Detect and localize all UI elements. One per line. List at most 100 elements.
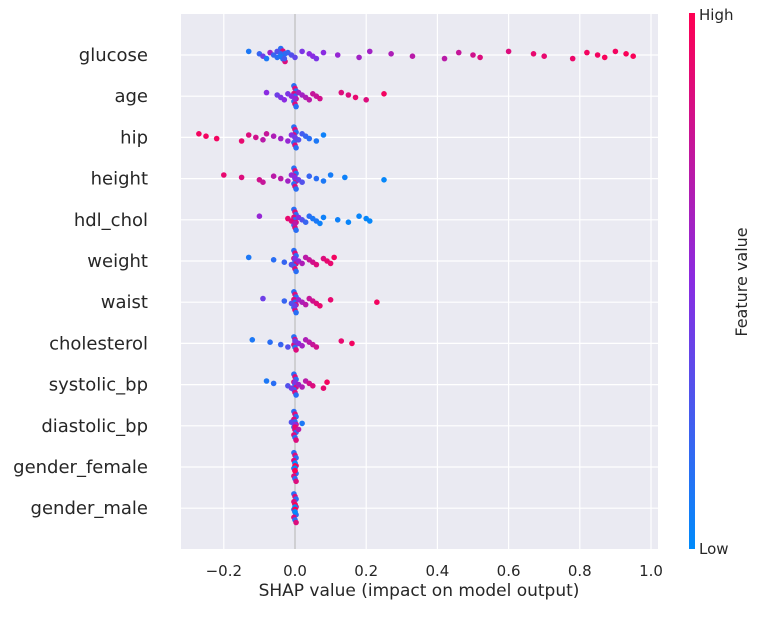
shap-point xyxy=(530,51,537,57)
shap-point xyxy=(612,48,619,55)
shap-point xyxy=(299,420,305,427)
shap-point xyxy=(293,186,299,192)
shap-point xyxy=(310,383,316,389)
shap-point xyxy=(541,53,547,59)
feature-label: gender_male xyxy=(31,498,148,519)
shap-point xyxy=(293,145,299,151)
shap-point xyxy=(313,175,320,182)
shap-point xyxy=(295,426,302,433)
shap-point xyxy=(356,54,362,61)
shap-point xyxy=(441,55,448,62)
shap-point xyxy=(203,133,209,139)
feature-label: weight xyxy=(87,251,148,272)
shap-point xyxy=(327,172,334,178)
feature-label: hdl_chol xyxy=(74,210,148,231)
shap-point xyxy=(324,379,330,386)
x-axis-title: SHAP value (impact on model output) xyxy=(259,581,580,601)
shap-point xyxy=(285,344,291,350)
shap-point xyxy=(292,509,298,515)
shap-point xyxy=(292,220,298,227)
shap-point xyxy=(245,254,252,261)
shap-point xyxy=(320,49,327,56)
feature-label: age xyxy=(114,86,148,107)
colorbar-gradient xyxy=(689,13,695,549)
shap-point xyxy=(306,97,313,103)
shap-point xyxy=(366,48,373,55)
shap-point xyxy=(260,179,266,185)
shap-point xyxy=(270,133,277,139)
shap-point xyxy=(409,53,416,59)
shap-point xyxy=(338,89,345,96)
shap-point xyxy=(293,268,299,275)
feature-label: height xyxy=(91,169,148,190)
shap-point xyxy=(292,303,298,309)
shap-point xyxy=(270,257,277,263)
shap-point xyxy=(281,298,288,304)
shap-point xyxy=(334,217,341,223)
shap-point xyxy=(238,174,245,181)
shap-point xyxy=(313,261,320,268)
shap-point xyxy=(455,49,462,56)
shap-point xyxy=(293,103,299,110)
shap-point xyxy=(381,91,387,97)
shap-point xyxy=(349,340,355,347)
shap-point xyxy=(277,341,284,348)
shap-point xyxy=(313,344,320,350)
shap-point xyxy=(293,309,299,316)
shap-point xyxy=(295,137,302,143)
shap-point xyxy=(317,220,323,227)
shap-point xyxy=(477,54,483,61)
shap-point xyxy=(299,179,305,185)
shap-point xyxy=(313,55,320,62)
shap-point xyxy=(238,138,245,144)
shap-point xyxy=(320,178,327,184)
shap-point xyxy=(292,467,298,474)
shap-point xyxy=(342,174,348,181)
feature-label: systolic_bp xyxy=(49,375,148,396)
shap-point xyxy=(281,55,288,62)
colorbar: High Low Feature value xyxy=(689,6,751,558)
shap-point xyxy=(334,52,341,58)
shap-point xyxy=(630,53,636,59)
shap-point xyxy=(293,227,299,233)
shap-point xyxy=(263,378,270,384)
shap-point xyxy=(299,260,305,267)
shap-point xyxy=(320,385,327,392)
shap-point xyxy=(366,218,373,224)
x-axis-ticks: −0.2 0.0 0.2 0.4 0.6 0.8 1.0 xyxy=(206,562,663,580)
shap-point xyxy=(245,48,252,55)
shap-point xyxy=(281,97,288,103)
shap-point xyxy=(320,132,327,138)
shap-point xyxy=(293,478,299,485)
shap-point xyxy=(594,52,601,58)
shap-point xyxy=(317,303,323,309)
shap-point xyxy=(356,213,362,219)
shap-point xyxy=(293,519,299,526)
shap-point xyxy=(221,172,227,178)
shap-point xyxy=(256,213,263,219)
feature-label: diastolic_bp xyxy=(41,416,148,437)
shap-point xyxy=(263,89,270,96)
shap-point xyxy=(260,295,266,302)
shap-point xyxy=(270,173,277,179)
shap-point xyxy=(569,55,576,62)
plot-area xyxy=(181,14,658,549)
shap-point xyxy=(299,48,305,55)
shap-point xyxy=(302,219,309,225)
shap-point xyxy=(263,55,270,62)
shap-point xyxy=(623,51,629,57)
shap-point xyxy=(260,137,266,143)
shap-point xyxy=(470,52,476,58)
shap-point xyxy=(213,135,220,142)
colorbar-title: Feature value xyxy=(732,227,751,336)
shap-point xyxy=(288,261,295,268)
shap-point xyxy=(320,214,327,221)
x-tick-label: 0.8 xyxy=(568,562,592,580)
shap-point xyxy=(196,131,202,137)
shap-point xyxy=(267,339,273,346)
colorbar-high-label: High xyxy=(699,6,733,24)
shap-point xyxy=(249,337,256,343)
shap-point xyxy=(302,301,309,308)
